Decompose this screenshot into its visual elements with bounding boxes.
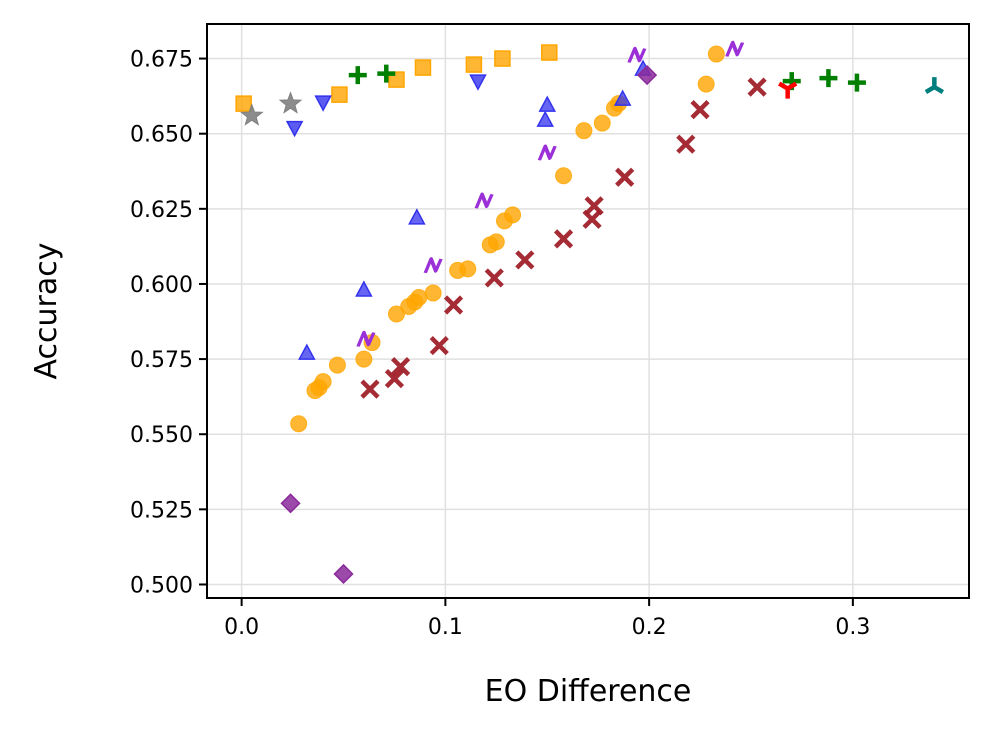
data-point-plus [348,66,367,85]
data-point-triangle-up [538,95,557,112]
y-tick-label: 0.575 [130,348,193,373]
data-point-circle [487,233,505,251]
data-point-circle [707,45,725,63]
data-point-triangle-down [469,74,487,91]
data-point-triangle-up [298,343,316,360]
x-tick-label: 0.3 [835,615,870,640]
data-point-triangle-up [355,280,373,297]
data-point-x [384,369,405,389]
data-point-N [537,144,557,161]
y-tick-label: 0.625 [130,198,193,223]
data-point-x [443,295,464,315]
data-point-square [465,56,483,73]
data-point-N [474,192,494,209]
data-point-circle [593,114,611,132]
data-point-triangle-up [408,208,426,225]
data-point-circle [290,415,308,433]
data-point-star [239,103,264,126]
data-point-square [414,59,432,76]
data-point-square [235,95,252,112]
data-point-plus [819,69,838,88]
data-point-circle [355,350,373,368]
data-point-x [690,100,710,120]
data-point-N [627,46,647,63]
y-tick-label: 0.500 [130,573,193,598]
data-point-plus [377,64,396,83]
data-point-diamond [333,563,354,585]
data-point-circle [459,260,477,278]
data-point-circle [314,373,332,391]
data-point-diamond [637,65,658,86]
data-point-circle [697,75,715,93]
x-tick-label: 0.1 [428,615,463,640]
grid-layer [207,24,969,598]
data-point-x [429,335,449,356]
data-point-triangle-up [536,110,554,127]
data-point-x [615,167,635,187]
data-point-triangle-up [613,89,632,106]
data-point-N [725,40,745,57]
data-point-plus [847,73,866,92]
data-point-x [360,379,380,399]
data-point-circle [555,167,573,185]
y-axis-label: Accuracy [29,243,64,380]
data-point-triangle-down [314,95,332,112]
data-point-square [494,50,511,67]
data-point-x [515,250,535,270]
data-point-N [423,257,443,274]
data-point-circle [424,284,442,302]
ticks-layer: 0.0 0.1 0.2 0.3 0.500 0.525 0.550 0.575 0.600 0.6… [130,48,870,640]
x-axis-label: EO Difference [485,674,692,709]
data-point-tri-down [778,81,798,99]
data-point-x [484,268,504,288]
data-point-tri-up [924,77,945,95]
data-point-square [331,86,348,103]
y-tick-label: 0.600 [130,273,193,298]
marks-layer [235,40,945,585]
x-tick-label: 0.0 [224,615,259,640]
data-point-circle [504,206,522,224]
data-point-triangle-down [285,120,304,138]
data-point-circle [387,305,405,323]
data-point-diamond [280,493,301,514]
y-tick-label: 0.550 [130,423,193,448]
data-point-square [388,71,405,88]
x-tick-label: 0.2 [632,615,667,640]
y-tick-label: 0.525 [130,498,193,523]
data-point-x [676,134,696,154]
y-tick-label: 0.675 [130,48,193,73]
y-tick-label: 0.650 [130,123,193,148]
data-point-circle [575,122,593,140]
data-point-circle [410,288,428,306]
data-point-x [584,196,604,216]
data-point-x [747,77,767,97]
data-point-N [356,330,376,347]
data-point-star [278,91,303,114]
data-point-x [553,229,574,249]
data-point-square [541,44,558,61]
data-point-x [390,357,411,377]
data-point-circle [328,356,346,374]
plot-area-frame [206,23,970,599]
